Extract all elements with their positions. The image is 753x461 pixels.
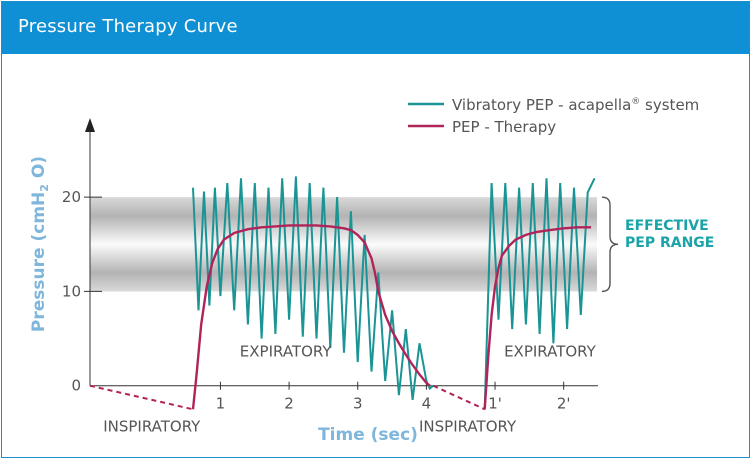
y-tick-label-0: 0 xyxy=(71,377,81,395)
effective-range-label-line2: PEP RANGE xyxy=(625,235,714,251)
series-line-pep-2 xyxy=(191,224,431,410)
x-tick-label-3: 4 xyxy=(422,395,432,413)
x-tick-label-5: 2' xyxy=(557,395,571,413)
legend-label-vibratory: Vibratory PEP - acapella® system xyxy=(452,96,699,114)
y-axis-label: Pressure (cmH2 O) xyxy=(29,156,51,332)
effective-range-brace xyxy=(601,196,619,293)
series-line-vibratory-1 xyxy=(483,177,596,410)
x-tick-label-4: 1' xyxy=(488,395,502,413)
inspiratory-dash-0 xyxy=(89,384,194,411)
y-axis-arrow xyxy=(85,118,95,132)
legend-label-pep: PEP - Therapy xyxy=(452,118,556,136)
title-bar: Pressure Therapy Curve xyxy=(2,2,749,54)
effective-range-label-line1: EFFECTIVE xyxy=(625,218,709,234)
y-tick-label-2: 20 xyxy=(62,188,81,206)
inspiratory-dash-1 xyxy=(432,384,486,411)
phase-label-0: INSPIRATORY xyxy=(103,418,201,436)
phase-label-2: INSPIRATORY xyxy=(419,418,517,436)
x-tick-label-2: 3 xyxy=(353,395,363,413)
phase-label-3: EXPIRATORY xyxy=(504,343,597,361)
x-tick-label-1: 2 xyxy=(284,395,294,413)
x-tick-label-0: 1 xyxy=(216,395,226,413)
chart-legend: Vibratory PEP - acapella® system PEP - T… xyxy=(408,96,699,136)
series-line-pep-3 xyxy=(483,226,592,410)
y-tick-label-1: 10 xyxy=(62,282,81,300)
series-line-vibratory-0 xyxy=(192,176,434,401)
page-title: Pressure Therapy Curve xyxy=(18,16,238,37)
phase-label-1: EXPIRATORY xyxy=(240,343,333,361)
x-axis-label: Time (sec) xyxy=(318,425,418,445)
effective-range-band xyxy=(90,197,597,292)
